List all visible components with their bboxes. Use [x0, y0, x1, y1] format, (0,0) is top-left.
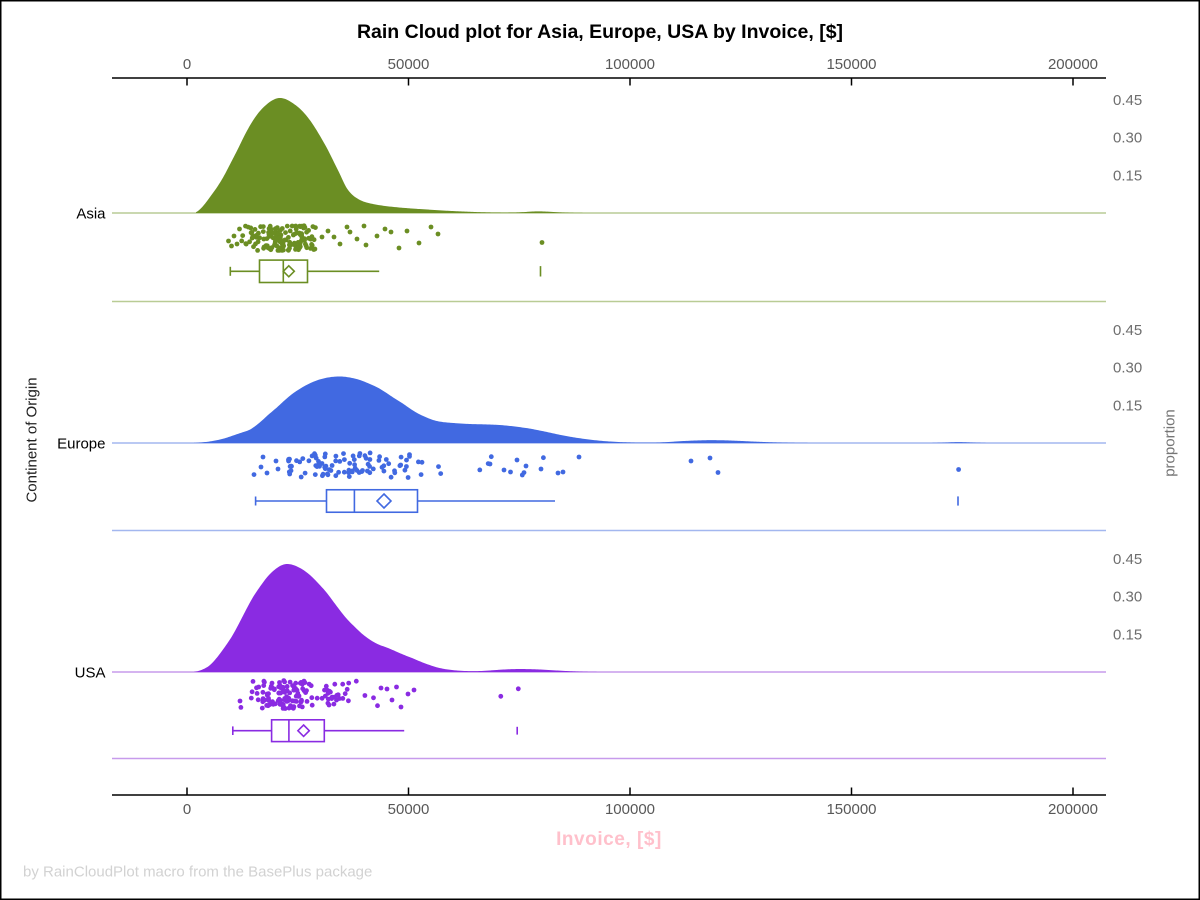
svg-text:Rain Cloud plot for Asia, Euro: Rain Cloud plot for Asia, Europe, USA by… — [357, 21, 843, 43]
svg-text:0.45: 0.45 — [1113, 92, 1142, 109]
svg-text:0.45: 0.45 — [1113, 551, 1142, 568]
svg-text:Continent of Origin: Continent of Origin — [24, 377, 41, 502]
svg-text:Asia: Asia — [76, 205, 106, 222]
svg-text:100000: 100000 — [605, 56, 655, 73]
svg-text:50000: 50000 — [388, 801, 430, 818]
svg-text:0.15: 0.15 — [1113, 626, 1142, 643]
svg-text:150000: 150000 — [826, 801, 876, 818]
svg-text:Europe: Europe — [57, 435, 105, 452]
svg-text:0.30: 0.30 — [1113, 360, 1142, 377]
svg-text:0.45: 0.45 — [1113, 322, 1142, 339]
svg-text:0: 0 — [183, 801, 191, 818]
svg-text:0.30: 0.30 — [1113, 130, 1142, 147]
svg-text:USA: USA — [75, 664, 106, 681]
svg-text:200000: 200000 — [1048, 56, 1098, 73]
svg-text:Invoice, [$]: Invoice, [$] — [556, 829, 662, 850]
svg-text:by RainCloudPlot macro from th: by RainCloudPlot macro from the BasePlus… — [23, 864, 372, 881]
svg-text:150000: 150000 — [826, 56, 876, 73]
svg-text:proportion: proportion — [1162, 409, 1179, 477]
svg-text:0.15: 0.15 — [1113, 397, 1142, 414]
svg-text:0.15: 0.15 — [1113, 167, 1142, 184]
svg-text:200000: 200000 — [1048, 801, 1098, 818]
svg-text:50000: 50000 — [388, 56, 430, 73]
svg-text:0.30: 0.30 — [1113, 589, 1142, 606]
svg-text:100000: 100000 — [605, 801, 655, 818]
svg-text:0: 0 — [183, 56, 191, 73]
